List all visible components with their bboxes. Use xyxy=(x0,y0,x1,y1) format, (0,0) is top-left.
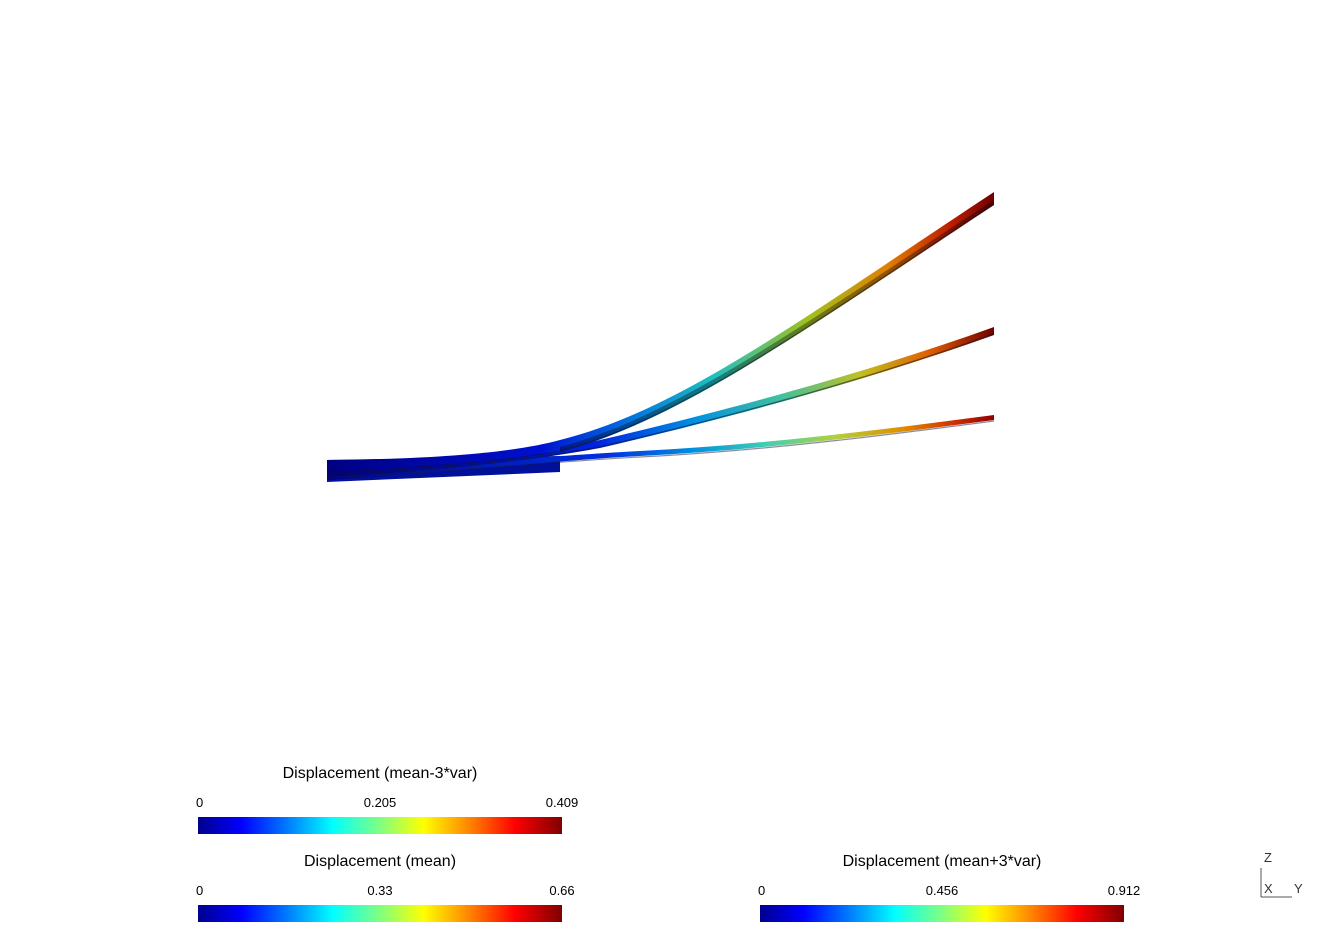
beam-mean-minus-3var xyxy=(326,415,995,480)
legend-title: Displacement (mean+3*var) xyxy=(842,853,1042,870)
beam-mean-plus-3var xyxy=(326,192,995,474)
legend-mid-label: 0.33 xyxy=(367,883,393,898)
legend-min-label: 0 xyxy=(196,795,204,810)
colorbar xyxy=(760,905,1124,922)
legend-max-label: 0.409 xyxy=(545,795,579,810)
axis-y-label: Y xyxy=(1294,881,1303,896)
axis-x-label: X xyxy=(1264,881,1273,896)
legend-mid-label: 0.205 xyxy=(363,795,397,810)
axis-z-label: Z xyxy=(1264,850,1272,865)
axes-lines-icon xyxy=(1260,868,1292,898)
legend-min-label: 0 xyxy=(758,883,766,898)
legend-title: Displacement (mean) xyxy=(303,853,457,870)
legend-title: Displacement (mean-3*var) xyxy=(282,765,478,782)
legend-max-label: 0.912 xyxy=(1107,883,1141,898)
legend-max-label: 0.66 xyxy=(549,883,575,898)
colorbar xyxy=(198,817,562,834)
legend-mid-label: 0.456 xyxy=(925,883,959,898)
orientation-axes: Z X Y xyxy=(1256,848,1316,904)
legend-min-label: 0 xyxy=(196,883,204,898)
colorbar xyxy=(198,905,562,922)
